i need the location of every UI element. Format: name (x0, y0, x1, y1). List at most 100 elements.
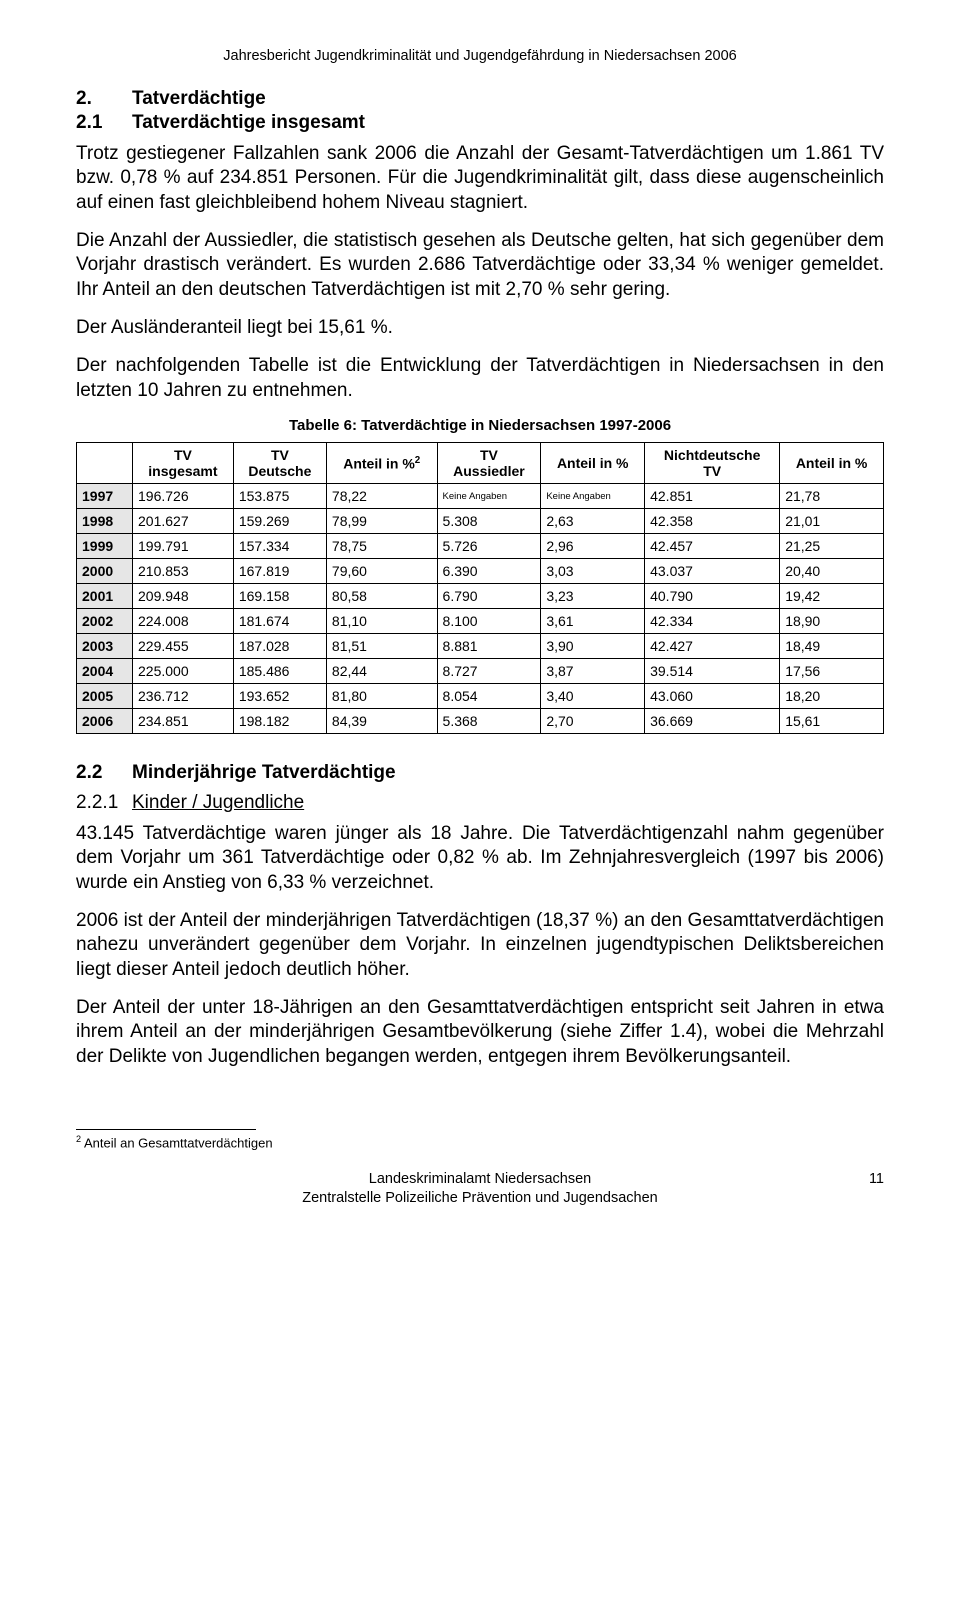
cell: 157.334 (233, 534, 326, 559)
section-num: 2.2 (76, 762, 132, 784)
section-2-2-heading: 2.2 Minderjährige Tatverdächtige (76, 762, 884, 784)
cell: 43.037 (645, 559, 780, 584)
cell: 159.269 (233, 509, 326, 534)
cell: 81,80 (326, 684, 437, 709)
cell: 42.358 (645, 509, 780, 534)
page-footer: 11 Landeskriminalamt Niedersachsen Zentr… (76, 1170, 884, 1208)
section-title: Tatverdächtige insgesamt (132, 112, 365, 134)
cell: 5.368 (437, 709, 541, 734)
cell: 82,44 (326, 659, 437, 684)
cell: 15,61 (780, 709, 884, 734)
table-row: 2000210.853167.81979,606.3903,0343.03720… (77, 559, 884, 584)
cell: 21,01 (780, 509, 884, 534)
cell: 193.652 (233, 684, 326, 709)
section-title: Minderjährige Tatverdächtige (132, 762, 396, 784)
cell: 79,60 (326, 559, 437, 584)
cell: 169.158 (233, 584, 326, 609)
cell: 187.028 (233, 634, 326, 659)
cell: 43.060 (645, 684, 780, 709)
cell: 78,99 (326, 509, 437, 534)
paragraph: Trotz gestiegener Fallzahlen sank 2006 d… (76, 142, 884, 215)
paragraph: 2006 ist der Anteil der minderjährigen T… (76, 909, 884, 982)
cell: 8.727 (437, 659, 541, 684)
table-row: 2003229.455187.02881,518.8813,9042.42718… (77, 634, 884, 659)
table-row: 2005236.712193.65281,808.0543,4043.06018… (77, 684, 884, 709)
table-6: TVinsgesamt TVDeutsche Anteil in %2 TVAu… (76, 442, 884, 734)
cell: 8.100 (437, 609, 541, 634)
footer-line-1: Landeskriminalamt Niedersachsen (76, 1170, 884, 1189)
cell: 234.851 (133, 709, 234, 734)
table-row: 2006234.851198.18284,395.3682,7036.66915… (77, 709, 884, 734)
cell-year: 1999 (77, 534, 133, 559)
table-row: 1999199.791157.33478,755.7262,9642.45721… (77, 534, 884, 559)
cell: 8.881 (437, 634, 541, 659)
page-number: 11 (869, 1170, 884, 1189)
th-anteil-3: Anteil in % (780, 442, 884, 483)
section-num: 2.1 (76, 112, 132, 134)
cell-year: 2000 (77, 559, 133, 584)
cell-year: 2002 (77, 609, 133, 634)
cell: 5.308 (437, 509, 541, 534)
paragraph: Der Anteil der unter 18-Jährigen an den … (76, 996, 884, 1069)
cell: 78,22 (326, 484, 437, 509)
section-num: 2.2.1 (76, 792, 132, 814)
paragraph: 43.145 Tatverdächtige waren jünger als 1… (76, 822, 884, 895)
cell: 181.674 (233, 609, 326, 634)
section-2-1-heading: 2.1 Tatverdächtige insgesamt (76, 112, 884, 134)
th-tv-aussiedler: TVAussiedler (437, 442, 541, 483)
cell: 21,25 (780, 534, 884, 559)
cell: 224.008 (133, 609, 234, 634)
cell: 6.790 (437, 584, 541, 609)
page-container: Jahresbericht Jugendkriminalität und Jug… (0, 0, 960, 1248)
paragraph: Der Ausländeranteil liegt bei 15,61 %. (76, 316, 884, 340)
th-anteil-1: Anteil in %2 (326, 442, 437, 483)
cell: 3,61 (541, 609, 645, 634)
cell: 199.791 (133, 534, 234, 559)
cell: 81,10 (326, 609, 437, 634)
cell: 39.514 (645, 659, 780, 684)
cell: 6.390 (437, 559, 541, 584)
cell: 3,87 (541, 659, 645, 684)
cell: 18,49 (780, 634, 884, 659)
table-row: 1998201.627159.26978,995.3082,6342.35821… (77, 509, 884, 534)
cell-year: 2001 (77, 584, 133, 609)
section-num: 2. (76, 88, 132, 110)
cell: 2,96 (541, 534, 645, 559)
cell: 17,56 (780, 659, 884, 684)
footnote-rule (76, 1129, 256, 1130)
cell: 19,42 (780, 584, 884, 609)
cell: 80,58 (326, 584, 437, 609)
cell: 21,78 (780, 484, 884, 509)
paragraph: Die Anzahl der Aussiedler, die statistis… (76, 229, 884, 302)
cell: 81,51 (326, 634, 437, 659)
cell: Keine Angaben (541, 484, 645, 509)
section-2-heading: 2. Tatverdächtige (76, 88, 884, 110)
table-row: 2001209.948169.15880,586.7903,2340.79019… (77, 584, 884, 609)
cell: 42.427 (645, 634, 780, 659)
running-header: Jahresbericht Jugendkriminalität und Jug… (76, 48, 884, 64)
cell: 198.182 (233, 709, 326, 734)
cell-year: 2006 (77, 709, 133, 734)
table-header-row: TVinsgesamt TVDeutsche Anteil in %2 TVAu… (77, 442, 884, 483)
section-2-2-1-heading: 2.2.1 Kinder / Jugendliche (76, 792, 884, 814)
cell: 3,90 (541, 634, 645, 659)
cell: 2,70 (541, 709, 645, 734)
cell: 40.790 (645, 584, 780, 609)
table-row: 1997196.726153.87578,22Keine AngabenKein… (77, 484, 884, 509)
th-anteil-2: Anteil in % (541, 442, 645, 483)
cell: 209.948 (133, 584, 234, 609)
cell: 3,40 (541, 684, 645, 709)
table-6-caption: Tabelle 6: Tatverdächtige in Niedersachs… (76, 417, 884, 434)
cell-year: 1997 (77, 484, 133, 509)
cell-year: 2003 (77, 634, 133, 659)
th-tv-insgesamt: TVinsgesamt (133, 442, 234, 483)
cell: 185.486 (233, 659, 326, 684)
cell: 201.627 (133, 509, 234, 534)
cell: 42.457 (645, 534, 780, 559)
footer-line-2: Zentralstelle Polizeiliche Prävention un… (76, 1189, 884, 1208)
cell: 18,90 (780, 609, 884, 634)
cell: 20,40 (780, 559, 884, 584)
cell: 167.819 (233, 559, 326, 584)
cell: 196.726 (133, 484, 234, 509)
cell: 3,23 (541, 584, 645, 609)
